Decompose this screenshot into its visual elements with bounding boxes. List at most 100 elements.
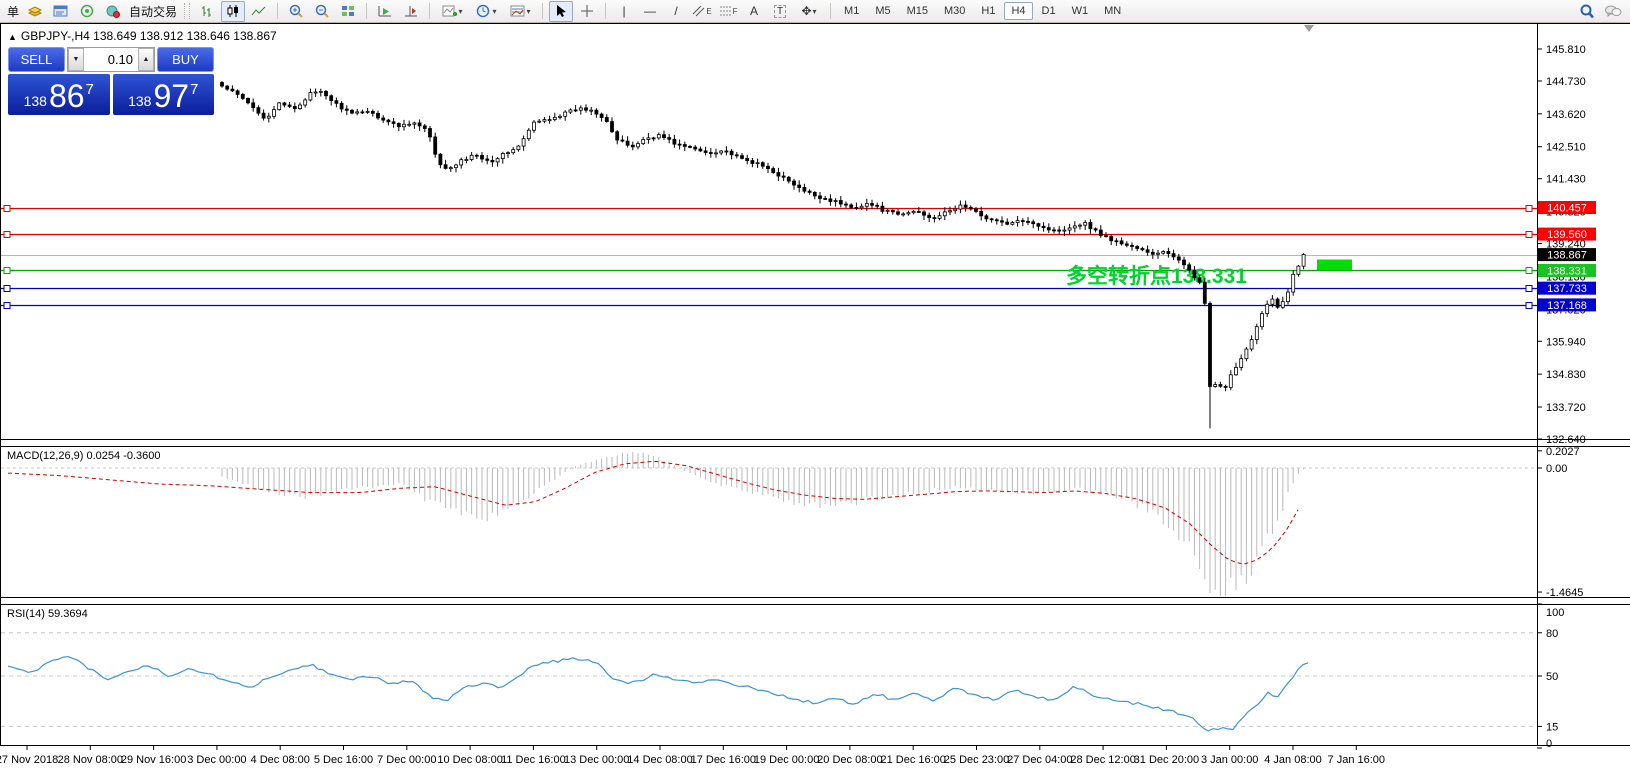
chart-shift-marker[interactable] xyxy=(1304,25,1314,32)
line-anchor-marker[interactable] xyxy=(3,267,11,274)
dropdown-arrow-icon: ▾ xyxy=(458,6,463,16)
macd-axis-label: 0.00 xyxy=(1546,463,1567,475)
price-axis-badge xyxy=(1538,201,1596,215)
toolbar-separator xyxy=(542,3,544,19)
time-axis-label: 14 Dec 08:00 xyxy=(627,754,692,766)
channel-tool-letter: E xyxy=(706,6,712,16)
price-tick-label: 133.720 xyxy=(1546,402,1586,414)
line-anchor-marker[interactable] xyxy=(1525,285,1533,292)
volume-increase-button[interactable]: ▲ xyxy=(138,48,154,71)
text-tool-icon[interactable]: A xyxy=(750,4,759,18)
symbol-collapse-icon[interactable]: ▲ xyxy=(8,32,17,42)
volume-input[interactable] xyxy=(84,48,138,71)
autotrading-icon[interactable] xyxy=(101,1,125,22)
line-anchor-marker[interactable] xyxy=(1525,231,1533,238)
search-icon[interactable] xyxy=(1575,1,1599,22)
price-tick-label: 143.620 xyxy=(1546,109,1586,121)
zoom-out-icon[interactable] xyxy=(310,1,334,22)
rsi-pane[interactable]: 100 80 50 15 0 xyxy=(1,603,1564,750)
line-anchor-marker[interactable] xyxy=(3,285,11,292)
timeframe-button-m15[interactable]: M15 xyxy=(906,5,928,17)
line-anchor-marker[interactable] xyxy=(3,205,11,212)
buy-button[interactable]: BUY xyxy=(157,47,214,72)
timeframe-button-m5[interactable]: M5 xyxy=(875,5,891,17)
chart-shift-icon[interactable] xyxy=(399,1,423,22)
toolbar-grip xyxy=(184,3,191,19)
equidistant-channel-tool-icon[interactable]: E xyxy=(690,1,714,22)
time-axis-label: 31 Dec 20:00 xyxy=(1134,754,1199,766)
crosshair-tool-icon[interactable] xyxy=(575,1,599,22)
time-axis-label: 29 Nov 16:00 xyxy=(121,754,186,766)
line-anchor-marker[interactable] xyxy=(1525,205,1533,212)
main-price-pane[interactable]: 多空转折点138.331 xyxy=(1,25,1537,429)
new-order-partial-label[interactable]: 单 xyxy=(7,4,20,19)
candlestick-mode-icon[interactable] xyxy=(221,0,246,22)
buy-price-display[interactable]: 138 97 7 xyxy=(112,74,214,115)
green-highlight-box[interactable] xyxy=(1317,259,1352,271)
bar-chart-mode-icon[interactable] xyxy=(195,1,219,22)
trendline-tool-icon[interactable]: / xyxy=(674,4,678,18)
rsi-axis-label: 100 xyxy=(1546,607,1564,619)
timeframe-button-mn[interactable]: MN xyxy=(1104,5,1122,17)
line-anchor-marker[interactable] xyxy=(1525,267,1533,274)
sell-button[interactable]: SELL xyxy=(8,47,65,72)
toolbar-separator xyxy=(366,3,368,19)
price-tick-label: 134.830 xyxy=(1546,369,1586,381)
macd-axis-label: -1.4645 xyxy=(1546,587,1583,599)
price-axis-badge xyxy=(1538,263,1596,277)
price-badge-label: 140.457 xyxy=(1547,203,1587,215)
sell-price-pips: 86 xyxy=(48,78,85,115)
price-badge-label: 138.331 xyxy=(1547,265,1587,277)
tile-windows-icon[interactable] xyxy=(336,1,360,22)
auto-scroll-icon[interactable] xyxy=(373,1,397,22)
line-anchor-marker[interactable] xyxy=(1525,302,1533,309)
community-icon[interactable] xyxy=(75,1,99,22)
time-axis-label: 25 Dec 23:00 xyxy=(944,754,1009,766)
rsi-axis-label: 80 xyxy=(1546,628,1558,640)
fibonacci-tool-icon[interactable]: F xyxy=(716,1,740,22)
horizontal-line-tool-icon[interactable]: — xyxy=(644,4,657,18)
cursor-tool-icon[interactable] xyxy=(549,0,574,22)
price-tick-label: 132.640 xyxy=(1546,434,1586,446)
autotrading-label[interactable]: 自动交易 xyxy=(129,4,178,19)
time-axis-label: 19 Dec 00:00 xyxy=(754,754,819,766)
macd-indicator-label: MACD(12,26,9) 0.0254 -0.3600 xyxy=(7,450,161,462)
time-axis-label: 11 Dec 16:00 xyxy=(501,754,566,766)
chat-icon[interactable] xyxy=(1601,1,1625,22)
text-label-tool-icon[interactable]: T xyxy=(768,1,792,22)
rsi-axis-label: 0 xyxy=(1546,738,1552,750)
macd-pane[interactable]: 0.2027 0.00 -1.4645 xyxy=(1,446,1583,599)
indicators-menu-icon[interactable]: ▾ xyxy=(436,1,468,22)
rsi-axis-label: 15 xyxy=(1546,721,1558,733)
toolbar-separator xyxy=(605,3,607,19)
price-axis-badge xyxy=(1538,281,1596,295)
time-axis-label: 4 Dec 08:00 xyxy=(251,754,310,766)
line-chart-mode-icon[interactable] xyxy=(247,1,271,22)
timeframe-button-h1[interactable]: H1 xyxy=(981,5,996,17)
price-badge-label: 137.733 xyxy=(1547,283,1587,295)
zoom-in-icon[interactable] xyxy=(284,1,308,22)
toolbar-separator xyxy=(429,3,431,19)
timeframe-button-d1[interactable]: D1 xyxy=(1041,5,1056,17)
timeframe-button-m30[interactable]: M30 xyxy=(944,5,966,17)
buy-price-point: 7 xyxy=(190,81,199,98)
new-order-icon[interactable] xyxy=(23,1,47,22)
templates-menu-icon[interactable]: ▾ xyxy=(504,1,536,22)
timeframe-button-m1[interactable]: M1 xyxy=(844,5,860,17)
price-tick-label: 142.510 xyxy=(1546,142,1586,154)
line-anchor-marker[interactable] xyxy=(3,302,11,309)
volume-decrease-button[interactable]: ▼ xyxy=(68,48,84,71)
periods-menu-icon[interactable]: ▾ xyxy=(470,1,502,22)
timeframe-button-w1[interactable]: W1 xyxy=(1071,5,1089,17)
arrows-tool-icon[interactable]: ✥ ▾ xyxy=(801,4,817,18)
vertical-line-tool-icon[interactable]: | xyxy=(622,4,626,18)
metaeditor-icon[interactable] xyxy=(49,1,73,22)
pivot-annotation-text[interactable]: 多空转折点138.331 xyxy=(1066,264,1247,288)
sell-price-display[interactable]: 138 86 7 xyxy=(8,74,110,115)
line-anchor-marker[interactable] xyxy=(3,231,11,238)
timeframe-button-h4[interactable]: H4 xyxy=(1004,2,1033,20)
rsi-axis-label: 50 xyxy=(1546,671,1558,683)
price-axis[interactable]: 145.810144.730143.620142.510141.430140.3… xyxy=(1537,44,1596,446)
